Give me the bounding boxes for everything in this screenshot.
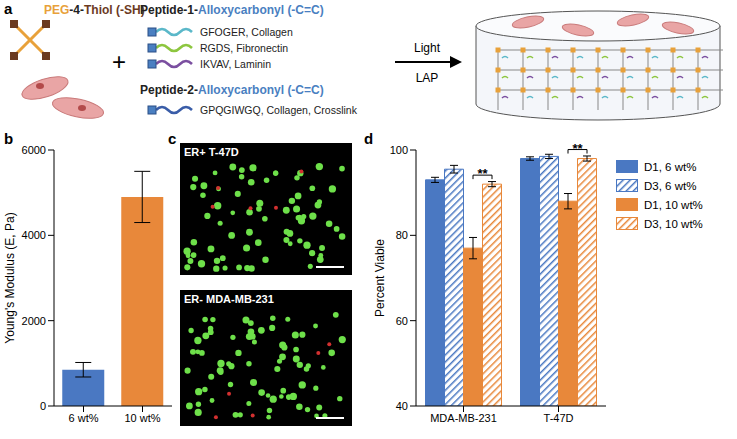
html-text:D3, 10 wt%: D3, 10 wt% [644, 217, 703, 230]
svg-text:RGDS, Fibronectin: RGDS, Fibronectin [200, 42, 288, 54]
svg-text:**: ** [477, 166, 488, 181]
svg-text:ER+ T-47D: ER+ T-47D [184, 146, 239, 158]
svg-text:6000: 6000 [22, 144, 46, 156]
html-text:c: c [168, 130, 177, 147]
svg-text:40: 40 [396, 400, 408, 412]
svg-text:2000: 2000 [22, 315, 46, 327]
svg-text:4000: 4000 [22, 229, 46, 241]
svg-text:ER- MDA-MB-231: ER- MDA-MB-231 [184, 293, 274, 305]
html-text:d: d [364, 130, 374, 147]
svg-text:Peptide-1-Alloxycarbonyl (-C=C: Peptide-1-Alloxycarbonyl (-C=C) [140, 3, 324, 17]
svg-text:IKVAV, Laminin: IKVAV, Laminin [200, 58, 271, 70]
svg-text:100: 100 [390, 144, 408, 156]
svg-text:LAP: LAP [416, 71, 439, 85]
svg-text:10 wt%: 10 wt% [124, 412, 160, 424]
svg-text:a: a [4, 0, 13, 17]
svg-text:0: 0 [40, 400, 46, 412]
html-text:D1, 10 wt%: D1, 10 wt% [644, 198, 703, 211]
svg-text:Light: Light [414, 41, 441, 55]
svg-text:80: 80 [396, 229, 408, 241]
html-text:D3, 6 wt%: D3, 6 wt% [644, 179, 697, 192]
svg-text:GPQGIWGQ, Collagen, Crosslink: GPQGIWGQ, Collagen, Crosslink [200, 104, 358, 116]
svg-text:Peptide-2-Alloxycarbonyl (-C=C: Peptide-2-Alloxycarbonyl (-C=C) [140, 83, 324, 97]
html-text:b: b [4, 130, 14, 147]
svg-text:+: + [112, 48, 126, 75]
html-text:D1, 6 wt%: D1, 6 wt% [644, 160, 697, 173]
svg-text:60: 60 [396, 315, 408, 327]
svg-text:MDA-MB-231: MDA-MB-231 [430, 412, 497, 424]
html-text:Young's Modulus (E, Pa): Young's Modulus (E, Pa) [3, 212, 17, 344]
svg-text:GFOGER, Collagen: GFOGER, Collagen [200, 26, 293, 38]
svg-text:6 wt%: 6 wt% [69, 412, 99, 424]
svg-text:T-47D: T-47D [544, 412, 574, 424]
svg-text:**: ** [572, 141, 583, 156]
svg-text:PEG-4-Thiol (-SH): PEG-4-Thiol (-SH) [44, 3, 145, 17]
html-text:Percent Viable: Percent Viable [373, 239, 387, 317]
